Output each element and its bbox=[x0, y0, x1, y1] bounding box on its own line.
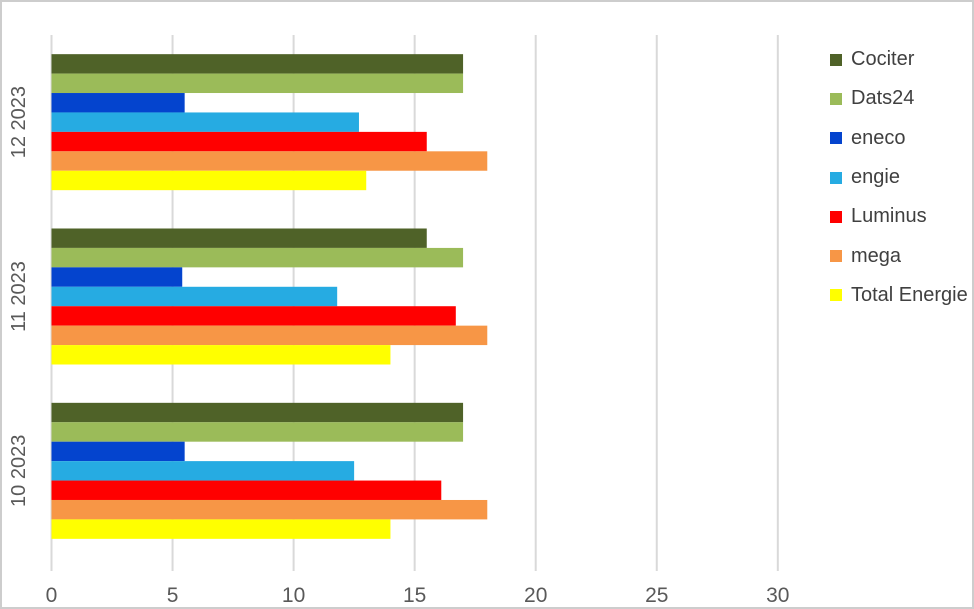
bar-eneco-11-2023 bbox=[51, 267, 183, 287]
x-tick-label-25: 25 bbox=[645, 584, 668, 607]
bar-dats24-10-2023 bbox=[51, 422, 464, 442]
bar-total-energie-12-2023 bbox=[51, 170, 367, 191]
bar-mega-11-2023 bbox=[51, 325, 488, 346]
bar-cociter-12-2023 bbox=[51, 54, 464, 74]
bar-luminus-11-2023 bbox=[51, 306, 456, 326]
bar-eneco-12-2023 bbox=[51, 93, 185, 113]
bar-cociter-10-2023 bbox=[51, 402, 464, 423]
legend-item-engie: engie bbox=[830, 158, 968, 197]
legend-label-luminus: Luminus bbox=[851, 205, 927, 228]
legend-swatch-cociter bbox=[830, 53, 842, 66]
legend: Cociter Dats24 eneco engie Luminus mega Total … bbox=[830, 40, 968, 315]
legend-item-luminus: Luminus bbox=[830, 197, 968, 236]
bar-cociter-11-2023 bbox=[51, 228, 427, 248]
legend-item-cociter: Cociter bbox=[830, 40, 968, 79]
bar-total-energie-10-2023 bbox=[51, 519, 391, 539]
legend-label-dats24: Dats24 bbox=[851, 87, 915, 110]
bar-engie-10-2023 bbox=[51, 461, 355, 481]
legend-swatch-mega bbox=[830, 250, 842, 263]
x-tick-label-0: 0 bbox=[46, 584, 58, 607]
legend-swatch-luminus bbox=[830, 210, 842, 223]
bar-mega-12-2023 bbox=[51, 151, 488, 171]
legend-item-mega: mega bbox=[830, 236, 968, 275]
category-label-12-2023: 12 2023 bbox=[8, 86, 30, 158]
legend-swatch-total-energie bbox=[830, 289, 842, 302]
bar-luminus-10-2023 bbox=[51, 480, 442, 500]
legend-label-total-energie: Total Energie bbox=[851, 283, 968, 306]
bar-engie-12-2023 bbox=[51, 112, 359, 132]
legend-item-dats24: Dats24 bbox=[830, 79, 968, 118]
bar-dats24-12-2023 bbox=[51, 73, 464, 94]
legend-label-engie: engie bbox=[851, 166, 900, 189]
bar-dats24-11-2023 bbox=[51, 247, 464, 268]
x-tick-label-15: 15 bbox=[403, 584, 426, 607]
bar-luminus-12-2023 bbox=[51, 131, 427, 152]
legend-label-eneco: eneco bbox=[851, 126, 906, 149]
legend-label-mega: mega bbox=[851, 244, 902, 267]
x-tick-label-30: 30 bbox=[766, 584, 789, 607]
legend-swatch-dats24 bbox=[830, 92, 842, 105]
legend-swatch-engie bbox=[830, 171, 842, 184]
bar-engie-11-2023 bbox=[51, 286, 338, 307]
category-label-10-2023: 10 2023 bbox=[8, 435, 30, 507]
x-tick-label-10: 10 bbox=[282, 584, 305, 607]
legend-item-total-energie: Total Energie bbox=[830, 276, 968, 315]
legend-label-cociter: Cociter bbox=[851, 48, 915, 71]
bar-eneco-10-2023 bbox=[51, 441, 185, 462]
bar-total-energie-11-2023 bbox=[51, 345, 391, 365]
x-tick-label-20: 20 bbox=[524, 584, 547, 607]
category-label-11-2023: 11 2023 bbox=[8, 261, 30, 332]
legend-swatch-eneco bbox=[830, 132, 842, 145]
bar-mega-10-2023 bbox=[51, 499, 488, 520]
x-tick-label-5: 5 bbox=[167, 584, 179, 607]
legend-item-eneco: eneco bbox=[830, 119, 968, 158]
